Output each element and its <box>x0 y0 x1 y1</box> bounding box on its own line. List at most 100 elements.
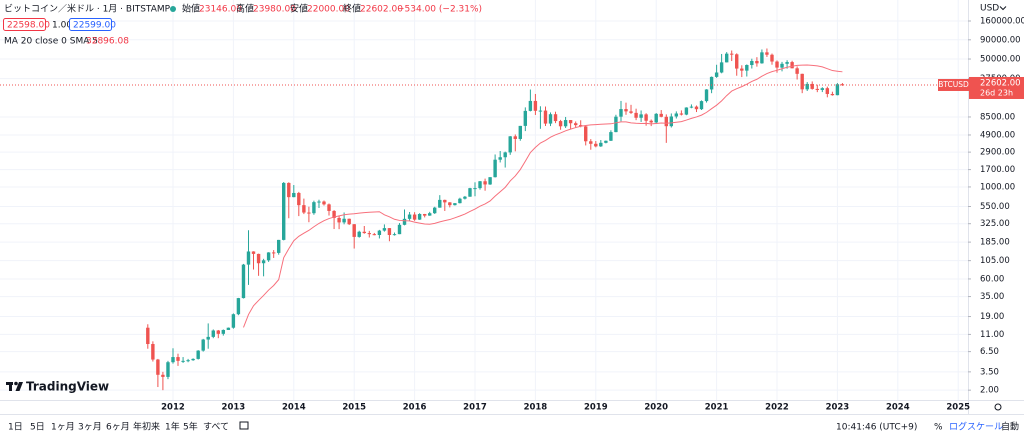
candle-body <box>402 218 407 225</box>
y-tick-label: 1700.00 <box>980 165 1015 175</box>
candle-body <box>156 359 160 375</box>
y-tick-label: 35.00 <box>980 292 1004 302</box>
candle-body <box>699 101 704 110</box>
candle-body <box>161 374 165 377</box>
candle-body <box>337 217 341 223</box>
log-toggle[interactable]: ログスケール <box>949 421 1003 433</box>
candle-body <box>372 234 377 236</box>
percent-toggle[interactable]: % <box>934 423 943 433</box>
candle-body <box>201 339 205 351</box>
x-tick-label: 2013 <box>222 403 246 413</box>
candle-body <box>146 327 150 345</box>
countdown: 26d 23h <box>980 88 1013 97</box>
candle-body <box>558 121 563 127</box>
bid-box[interactable] <box>3 18 46 31</box>
candle-body <box>528 100 533 111</box>
candle-body <box>357 231 361 237</box>
candle-body <box>266 252 271 261</box>
candle-body <box>297 192 301 206</box>
range-button[interactable]: すべて <box>203 422 229 433</box>
candle-body <box>584 126 588 142</box>
candle-body <box>397 224 402 235</box>
candle-body <box>644 114 648 121</box>
candle-body <box>176 357 180 361</box>
candle-body <box>629 111 633 113</box>
candle-body <box>362 231 366 234</box>
candle-body <box>755 60 759 64</box>
candle-body <box>543 110 548 124</box>
candle-body <box>387 228 392 235</box>
high-label: 高値 <box>236 3 254 15</box>
logo-part <box>14 381 18 386</box>
candle-body <box>719 62 724 73</box>
candle-body <box>211 330 215 337</box>
candle-body <box>171 357 175 363</box>
range-button[interactable]: 1年 <box>165 421 180 433</box>
y-tick-label: 50000.00 <box>980 55 1021 65</box>
currency-caret[interactable] <box>999 6 1007 11</box>
candle-body <box>382 228 387 231</box>
candle-body <box>503 152 507 158</box>
candle-body <box>377 230 382 235</box>
candle-body <box>458 198 462 204</box>
candle-body <box>483 181 487 185</box>
candle-body <box>443 199 447 203</box>
candle-body <box>820 88 825 90</box>
candle-body <box>448 202 452 206</box>
candle-body <box>714 72 719 77</box>
range-button[interactable]: 3ヶ月 <box>78 422 102 433</box>
range-button[interactable]: 1ヶ月 <box>51 422 75 433</box>
candle-body <box>538 110 543 112</box>
x-tick-label: 2012 <box>161 403 185 413</box>
candle-body <box>327 204 331 211</box>
ask-box[interactable] <box>69 18 112 31</box>
price-tag-label: 22602.00 <box>980 78 1021 88</box>
candle-body <box>594 143 598 147</box>
currency[interactable]: USD <box>980 4 999 14</box>
calendar-icon[interactable] <box>239 421 249 430</box>
x-tick-label: 2024 <box>886 403 910 413</box>
settings-icon[interactable] <box>994 403 1002 411</box>
candle-body <box>634 112 638 118</box>
candle-body <box>780 63 784 68</box>
x-tick-label: 2015 <box>342 403 366 413</box>
candle-body <box>810 83 814 89</box>
ask[interactable]: 22599.00 <box>73 21 116 31</box>
y-tick-label: 19.00 <box>980 312 1004 322</box>
y-tick-label: 3.50 <box>980 367 999 377</box>
bid[interactable]: 22598.00 <box>7 21 50 31</box>
candle-body <box>589 141 593 144</box>
candle-body <box>438 199 442 208</box>
candle-body <box>785 62 789 64</box>
candle-body <box>664 116 668 127</box>
candle-body <box>669 116 674 127</box>
open-value: 23146.00 <box>199 5 242 15</box>
candle-body <box>463 196 467 199</box>
candle-body <box>508 136 512 153</box>
candle-body <box>840 84 845 86</box>
candle-body <box>790 62 794 69</box>
x-tick-label: 2021 <box>705 403 729 413</box>
range-button[interactable]: 6ヶ月 <box>106 422 130 433</box>
y-tick-label: 8500.00 <box>980 112 1015 122</box>
range-button[interactable]: 5年 <box>183 421 198 433</box>
candle-body <box>795 68 799 74</box>
candle-body <box>568 120 573 124</box>
range-button[interactable]: 年初来 <box>133 421 160 433</box>
candle-body <box>563 120 568 127</box>
candle-body <box>770 54 774 62</box>
candle-body <box>523 110 528 126</box>
auto-toggle[interactable]: 自動 <box>1001 421 1019 433</box>
candle-body <box>367 233 371 235</box>
candle-body <box>196 350 200 359</box>
range-button[interactable]: 1日 <box>8 422 23 433</box>
candle-body <box>236 298 241 315</box>
y-tick-label: 4900.00 <box>980 130 1015 140</box>
candle-body <box>216 330 220 334</box>
candle-body <box>730 53 734 55</box>
y-tick-label: 550.00 <box>980 202 1010 212</box>
range-button[interactable]: 5日 <box>30 422 45 433</box>
candle-body <box>312 202 316 214</box>
logo: TradingView <box>6 380 109 394</box>
